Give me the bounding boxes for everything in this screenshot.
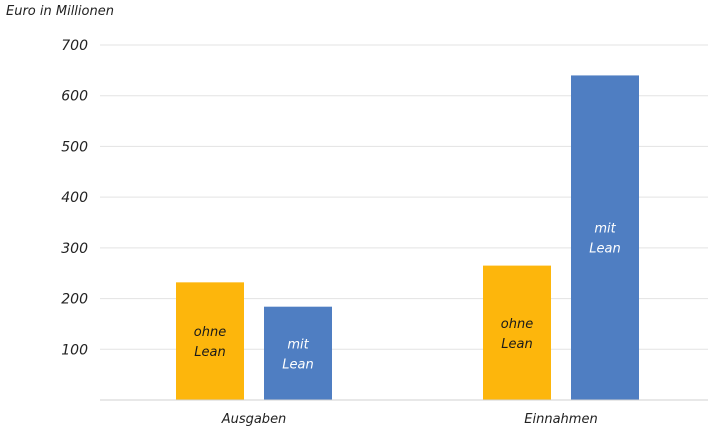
x-category-label: Ausgaben [221, 412, 287, 427]
bar-ausgaben-mit-lean [264, 306, 332, 400]
bars [176, 75, 639, 400]
bar-data-label: mit [594, 222, 616, 237]
bar-data-label: ohne [501, 317, 533, 332]
y-tick-label: 400 [61, 190, 88, 206]
bar-einnahmen-ohne-lean [483, 265, 551, 400]
bar-labels: ohne Lean mit Lean ohne Lean mit Lean [194, 222, 621, 373]
bar-data-label: Lean [501, 337, 532, 352]
bar-ausgaben-ohne-lean [176, 282, 244, 400]
bar-data-label: Lean [589, 242, 620, 257]
x-category-label: Einnahmen [524, 412, 597, 427]
x-axis-categories: Ausgaben Einnahmen [221, 412, 598, 427]
y-tick-label: 100 [61, 342, 88, 358]
bar-data-label: Lean [194, 345, 225, 360]
y-tick-label: 500 [61, 139, 88, 155]
bar-data-label: ohne [194, 325, 226, 340]
y-tick-label: 600 [61, 89, 88, 105]
bar-data-label: mit [287, 337, 309, 352]
bar-einnahmen-mit-lean [571, 75, 639, 400]
bar-data-label: Lean [282, 357, 313, 372]
y-tick-label: 300 [61, 241, 88, 257]
y-tick-label: 700 [61, 38, 88, 54]
y-tick-label: 200 [61, 292, 88, 308]
y-axis-ticks: 100 200 300 400 500 600 700 [61, 38, 88, 358]
y-axis-unit-label: Euro in Millionen [6, 4, 114, 19]
